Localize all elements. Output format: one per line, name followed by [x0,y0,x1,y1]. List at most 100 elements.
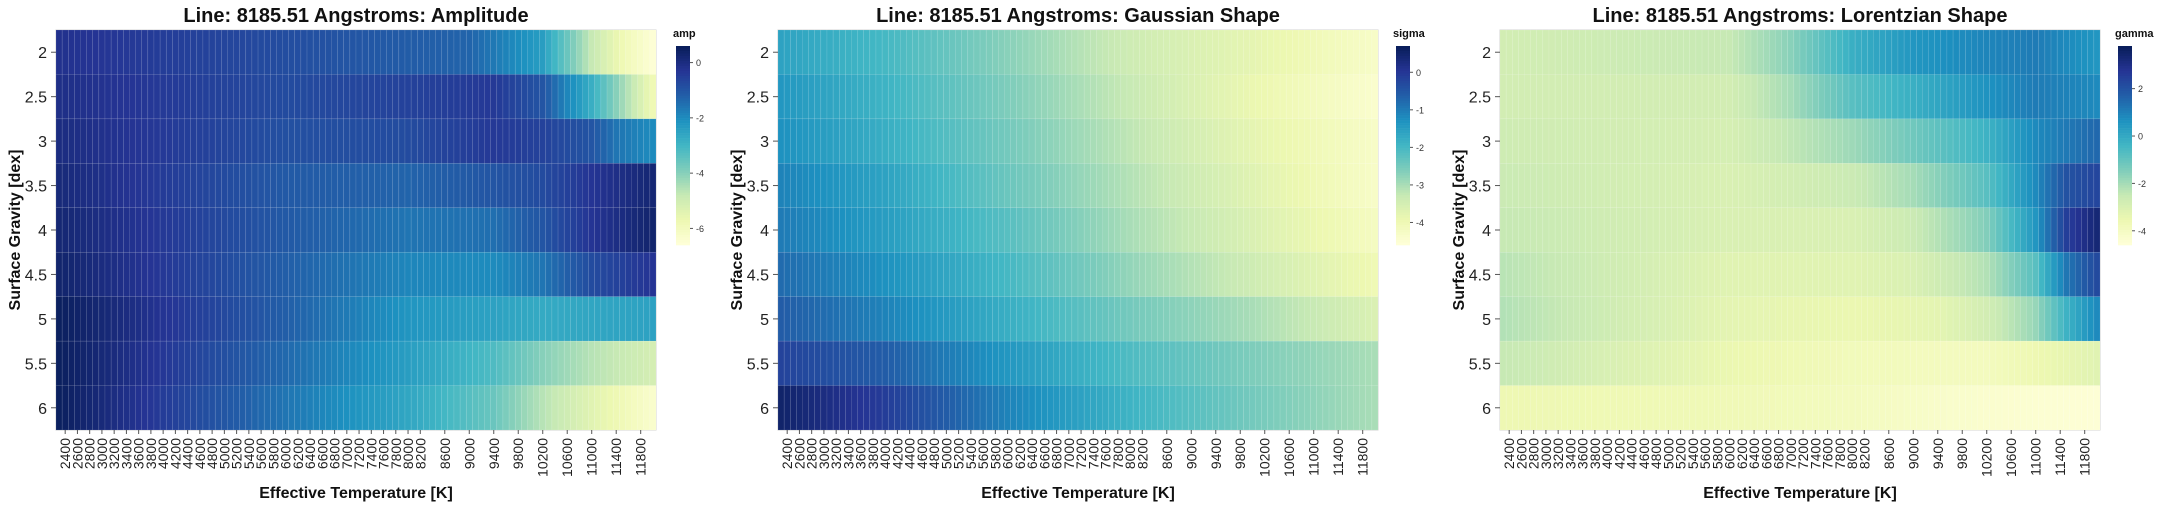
heatmap-cell [435,74,442,120]
heatmap-cell [1511,207,1519,253]
heatmap-cell [789,74,797,120]
heatmap-cell [1151,163,1158,209]
heatmap-cell [1028,118,1036,164]
heatmap-cell [1609,251,1617,297]
heatmap-cell [1793,385,1801,431]
heatmap-cell [74,118,81,164]
heatmap-cell [337,385,345,431]
x-tick-label: 11800 [633,438,649,476]
colorbar-segment [2118,110,2132,114]
heatmap-cell [1591,74,1599,120]
heatmap-cell [319,118,326,164]
heatmap-cell [1897,74,1905,120]
heatmap-cell [2001,340,2009,386]
heatmap-cell [288,207,296,253]
heatmap-cell [881,118,889,164]
heatmap-cell [1854,385,1862,431]
heatmap-cell [1200,385,1207,431]
heatmap-cell [1842,118,1850,164]
heatmap-cell [306,207,314,253]
heatmap-cell [1805,207,1813,253]
heatmap-cell [1530,29,1537,75]
heatmap-cell [1573,340,1580,386]
heatmap-cell [2014,29,2021,75]
heatmap-cell [967,340,975,386]
heatmap-cell [1034,385,1042,431]
heatmap-cell [1089,74,1097,120]
colorbar-segment [2118,68,2132,72]
heatmap-cell [2020,251,2027,297]
heatmap-cell [1200,251,1207,297]
heatmap-cell [1818,29,1825,75]
heatmap-cell [1249,251,1256,297]
heatmap-cell [570,163,577,209]
heatmap-cell [1536,296,1544,342]
heatmap-cell [1120,385,1128,431]
heatmap-cell [906,251,913,297]
heatmap-cell [294,340,302,386]
heatmap-cell [1634,207,1642,253]
colorbar-segment [676,73,690,77]
x-tick-label: 2800 [804,438,820,469]
x-tick-label: 9000 [1905,438,1921,469]
heatmap-cell [2007,207,2015,253]
heatmap-cell [1591,163,1599,209]
heatmap-cell [447,385,455,431]
heatmap-cell [1071,207,1079,253]
heatmap-cell [1879,207,1886,253]
heatmap-cell [1328,340,1336,386]
heatmap-cell [1341,118,1348,164]
heatmap-cell [508,340,516,386]
heatmap-cell [1236,340,1244,386]
heatmap-cell [1365,251,1373,297]
heatmap-cell [551,207,559,253]
heatmap-cell [1334,74,1342,120]
colorbar-segment [2118,80,2132,84]
heatmap-cell [337,207,345,253]
heatmap-cell [202,74,210,120]
heatmap-cell [527,207,534,253]
heatmap-cell [1328,163,1336,209]
heatmap-cell [1511,163,1519,209]
y-tick-label: 3.5 [1469,179,1491,196]
heatmap-cell [869,74,877,120]
heatmap-cell [943,207,950,253]
heatmap-cell [789,163,797,209]
heatmap-cell [1298,340,1305,386]
heatmap-cell [1041,340,1048,386]
heatmap-cell [875,207,883,253]
heatmap-cell [1909,296,1917,342]
heatmap-cell [814,29,822,75]
colorbar-segment [676,152,690,156]
heatmap-cell [1867,74,1874,120]
heatmap-cell [949,340,956,386]
heatmap-cell [1187,29,1195,75]
colorbar-label: sigma [1393,28,1426,40]
heatmap-cell [429,251,436,297]
heatmap-cell [514,207,522,253]
heatmap-cell [1181,340,1189,386]
colorbar-segment [2118,50,2132,54]
heatmap-cell [1261,207,1269,253]
heatmap-cell [1334,296,1342,342]
heatmap-cell [1744,296,1752,342]
heatmap-cell [2081,340,2089,386]
heatmap-cell [1071,29,1079,75]
heatmap-cell [104,340,112,386]
heatmap-cell [1505,385,1513,431]
heatmap-cell [820,385,828,431]
heatmap-cell [1622,296,1629,342]
colorbar-segment [1396,237,1410,241]
heatmap-cell [1922,74,1929,120]
heatmap-cell [649,385,657,431]
heatmap-cell [447,118,455,164]
heatmap-cell [1194,74,1201,120]
heatmap-cell [1292,163,1299,209]
heatmap-cell [1781,163,1789,209]
x-tick-label: 4800 [926,438,942,469]
heatmap-cell [1983,251,1991,297]
heatmap-cell [129,207,136,253]
heatmap-cell [92,385,100,431]
heatmap-cell [533,163,540,209]
heatmap-cell [1530,207,1537,253]
